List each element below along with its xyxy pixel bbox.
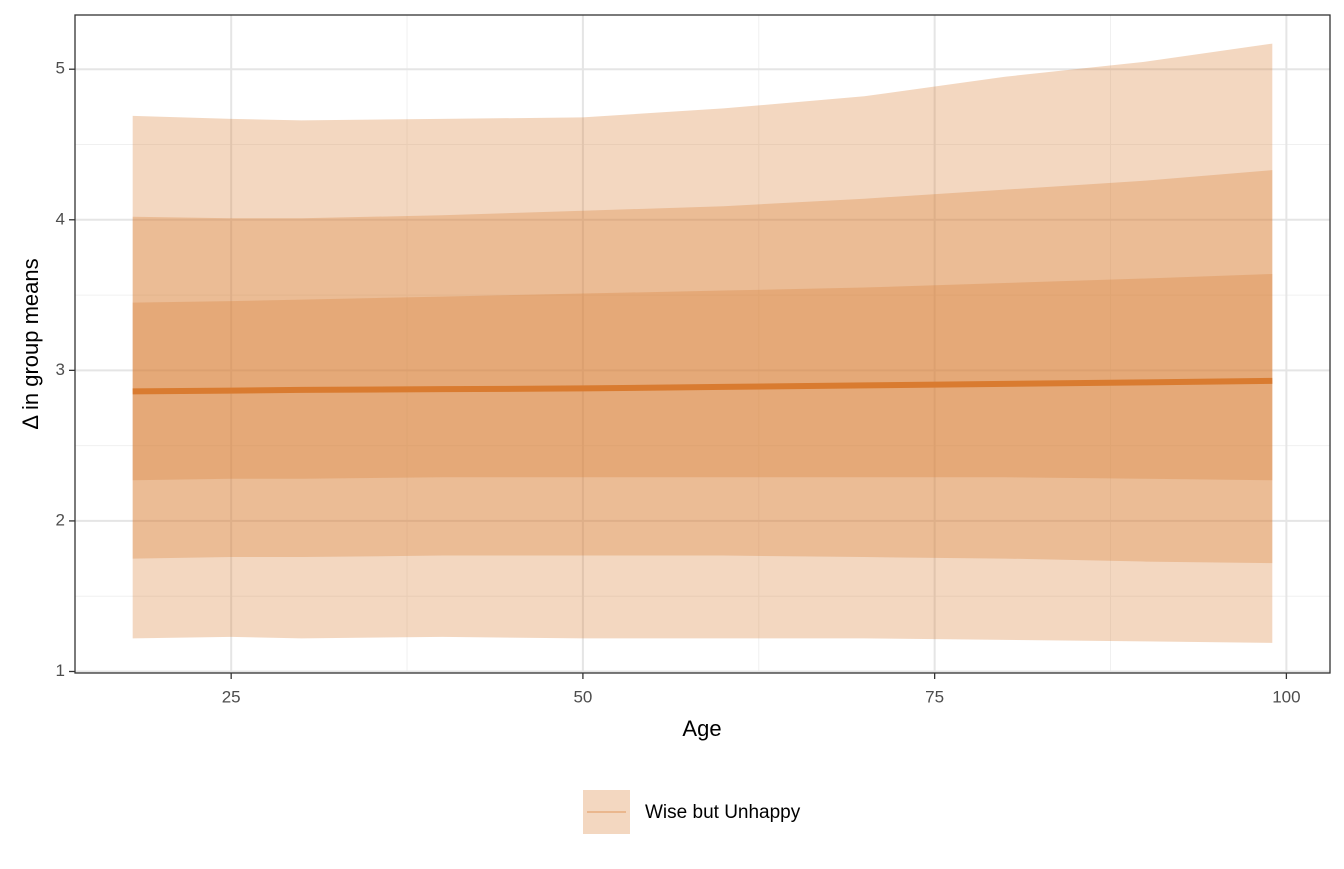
- x-tick-label: 100: [1272, 687, 1300, 706]
- y-tick-label: 1: [56, 661, 65, 680]
- x-axis-label: Age: [682, 716, 721, 741]
- y-tick-label: 5: [56, 59, 65, 78]
- ribbon: [132, 273, 1273, 481]
- ribbon: [132, 170, 1273, 564]
- line: [132, 377, 1273, 395]
- y-tick-label: 2: [56, 510, 65, 529]
- ribbon: [132, 43, 1273, 643]
- legend-key: [583, 790, 630, 834]
- x-tick-label: 25: [222, 687, 241, 706]
- x-tick-label: 75: [925, 687, 944, 706]
- panel-border: [74, 14, 1331, 674]
- legend-label: Wise but Unhappy: [645, 802, 801, 823]
- x-tick-label: 50: [573, 687, 592, 706]
- y-axis-label: Δ in group means: [18, 258, 43, 429]
- y-tick-label: 3: [56, 360, 65, 379]
- y-tick-label: 4: [56, 209, 65, 228]
